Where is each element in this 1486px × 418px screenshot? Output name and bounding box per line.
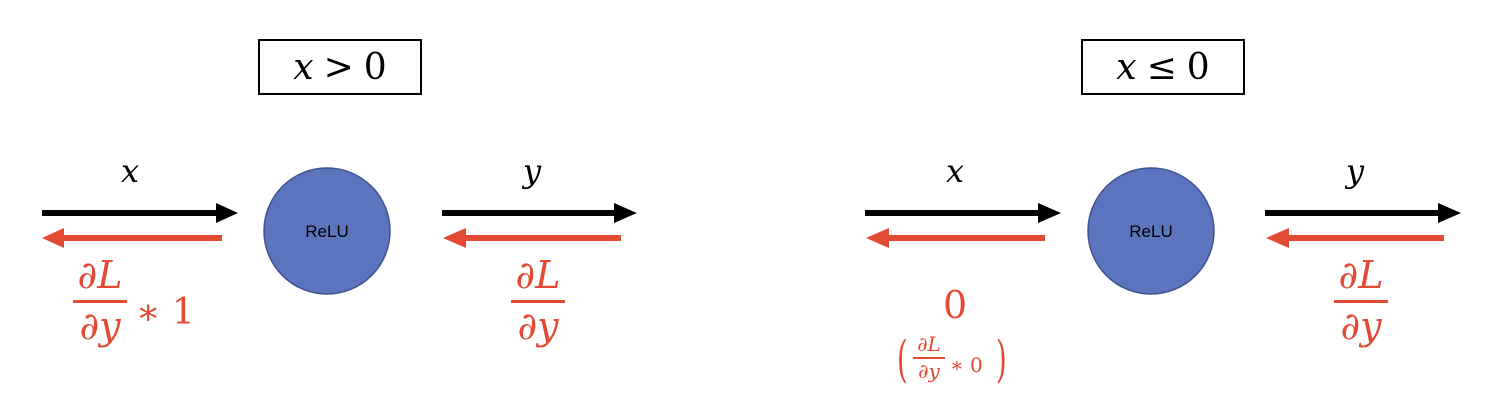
left-condition-value: 0: [363, 46, 387, 88]
left-forward-input-arrow: [42, 203, 238, 223]
right-input-gradient-note-open: (: [897, 330, 908, 388]
left-input-gradient-suffix: ∗ 1: [136, 292, 195, 333]
right-output-gradient-numerator: ∂L: [1338, 253, 1384, 297]
right-relu-node: [1087, 167, 1215, 295]
right-condition-value: 0: [1186, 46, 1210, 88]
left-condition-var: x: [293, 46, 314, 88]
right-input-gradient-note-numerator: ∂L: [917, 332, 941, 356]
left-input-gradient-numerator: ∂L: [77, 253, 123, 297]
right-input-gradient-value: 0: [943, 283, 968, 327]
left-backward-input-arrow: [42, 228, 222, 248]
right-condition-var: x: [1116, 46, 1137, 88]
right-output-gradient-denominator: ∂y: [1340, 304, 1382, 348]
right-backward-input-arrow: [866, 228, 1045, 248]
left-input-label: x: [121, 152, 140, 190]
left-backward-output-arrow: [443, 228, 621, 248]
right-forward-output-arrow: [1265, 203, 1461, 223]
right-condition-relation: ≤: [1146, 46, 1177, 88]
right-output-label: y: [1346, 152, 1365, 190]
left-condition-relation: >: [323, 46, 354, 88]
left-relu-node: [263, 167, 391, 295]
left-input-gradient-fraction: ∂L ∂y: [70, 256, 130, 345]
left-output-gradient-denominator: ∂y: [517, 304, 559, 348]
right-relu-label: ReLU: [1129, 222, 1173, 241]
left-input-gradient-denominator: ∂y: [79, 304, 121, 348]
left-forward-output-arrow: [442, 203, 637, 223]
right-input-gradient-note-close: ): [996, 330, 1007, 388]
left-relu-label: ReLU: [305, 222, 349, 241]
right-condition-box: x ≤ 0: [1081, 39, 1245, 95]
left-output-gradient-numerator: ∂L: [515, 253, 561, 297]
right-input-gradient-note-suffix: ∗ 0: [950, 353, 983, 377]
right-backward-output-arrow: [1266, 228, 1444, 248]
right-input-gradient-note-fraction: ∂L ∂y: [911, 334, 947, 381]
right-forward-input-arrow: [865, 203, 1061, 223]
right-input-gradient-note-denominator: ∂y: [918, 359, 940, 383]
right-input-label: x: [946, 152, 965, 190]
left-condition-box: x > 0: [258, 39, 422, 95]
left-output-label: y: [523, 152, 542, 190]
left-output-gradient-fraction: ∂L ∂y: [508, 256, 568, 345]
right-output-gradient-fraction: ∂L ∂y: [1331, 256, 1391, 345]
